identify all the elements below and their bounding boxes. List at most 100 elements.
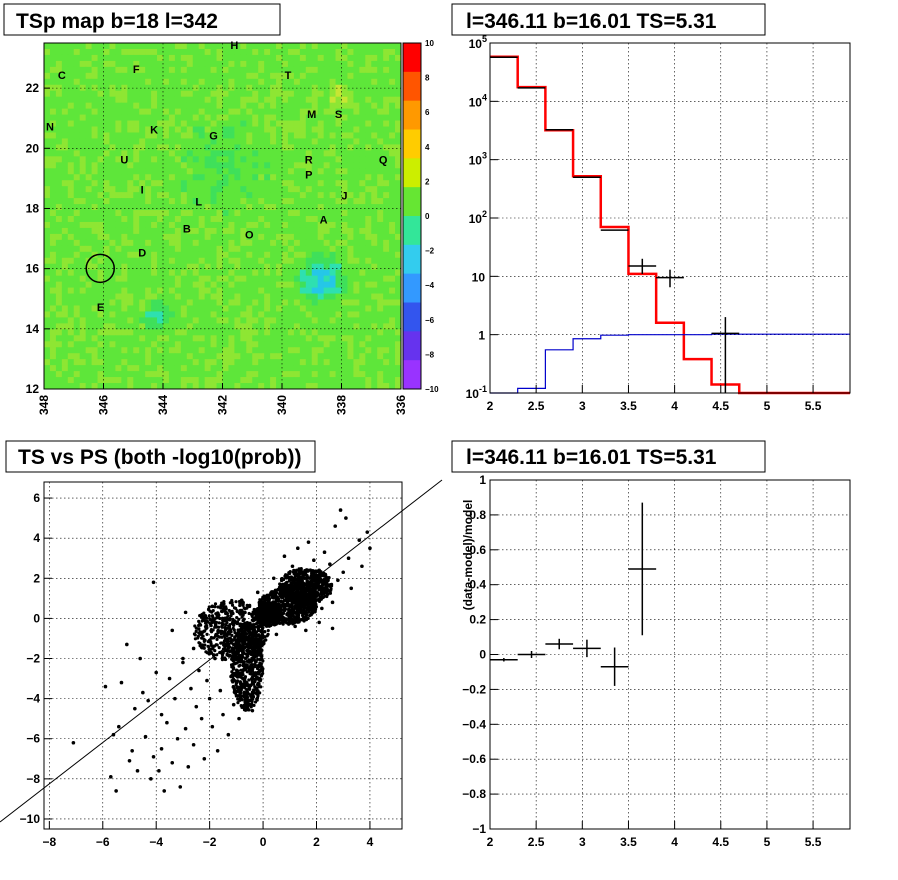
heatmap-cell	[359, 109, 365, 115]
heatmap-cell	[336, 127, 342, 133]
heatmap-cell	[276, 252, 282, 258]
heatmap-cell	[318, 329, 324, 335]
heatmap-cell	[50, 228, 56, 234]
heatmap-cell	[80, 91, 86, 97]
heatmap-cell	[395, 288, 401, 294]
heatmap-cell	[342, 132, 348, 138]
heatmap-cell	[145, 383, 151, 389]
heatmap-cell	[211, 61, 217, 67]
heatmap-cell	[318, 365, 324, 371]
heatmap-cell	[306, 347, 312, 353]
heatmap-cell	[300, 49, 306, 55]
scatter-point	[246, 655, 249, 658]
heatmap-cell	[228, 97, 234, 103]
heatmap-cell	[223, 61, 229, 67]
heatmap-cell	[104, 300, 110, 306]
heatmap-cell	[44, 317, 50, 323]
heatmap-cell	[365, 317, 371, 323]
heatmap-cell	[246, 377, 252, 383]
heatmap-cell	[139, 288, 145, 294]
scatter-point	[256, 693, 259, 696]
heatmap-cell	[199, 144, 205, 150]
heatmap-cell	[371, 121, 377, 127]
heatmap-cell	[312, 43, 318, 49]
heatmap-cell	[276, 186, 282, 192]
heatmap-cell	[127, 252, 133, 258]
heatmap-cell	[175, 67, 181, 73]
heatmap-cell	[383, 97, 389, 103]
colorbar-segment	[403, 360, 421, 389]
heatmap-cell	[127, 79, 133, 85]
heatmap-cell	[252, 246, 258, 252]
heatmap-cell	[389, 103, 395, 109]
heatmap-cell	[383, 168, 389, 174]
heatmap-cell	[133, 240, 139, 246]
heatmap-cell	[223, 240, 229, 246]
heatmap-cell	[294, 252, 300, 258]
heatmap-cell	[264, 353, 270, 359]
heatmap-cell	[217, 383, 223, 389]
heatmap-cell	[169, 335, 175, 341]
heatmap-cell	[121, 335, 127, 341]
heatmap-cell	[98, 121, 104, 127]
source-label: E	[97, 302, 104, 314]
heatmap-cell	[264, 222, 270, 228]
heatmap-cell	[395, 121, 401, 127]
heatmap-cell	[98, 109, 104, 115]
heatmap-cell	[347, 150, 353, 156]
heatmap-cell	[92, 132, 98, 138]
heatmap-cell	[383, 288, 389, 294]
heatmap-cell	[44, 49, 50, 55]
heatmap-cell	[115, 198, 121, 204]
heatmap-cell	[383, 43, 389, 49]
heatmap-cell	[80, 55, 86, 61]
heatmap-cell	[228, 103, 234, 109]
heatmap-cell	[324, 144, 330, 150]
heatmap-cell	[342, 300, 348, 306]
scatter-point	[246, 698, 249, 701]
heatmap-cell	[133, 204, 139, 210]
heatmap-cell	[121, 317, 127, 323]
heatmap-cell	[252, 115, 258, 121]
heatmap-cell	[211, 258, 217, 264]
heatmap-cell	[145, 264, 151, 270]
heatmap-cell	[115, 305, 121, 311]
heatmap-cell	[151, 67, 157, 73]
scatter-point	[235, 616, 238, 619]
heatmap-cell	[109, 222, 115, 228]
heatmap-cell	[228, 234, 234, 240]
heatmap-cell	[312, 383, 318, 389]
heatmap-cell	[92, 317, 98, 323]
heatmap-cell	[109, 162, 115, 168]
heatmap-cell	[228, 252, 234, 258]
heatmap-cell	[318, 198, 324, 204]
heatmap-cell	[157, 79, 163, 85]
heatmap-cell	[383, 138, 389, 144]
heatmap-cell	[288, 341, 294, 347]
heatmap-cell	[217, 359, 223, 365]
heatmap-cell	[312, 132, 318, 138]
heatmap-cell	[169, 353, 175, 359]
heatmap-cell	[377, 79, 383, 85]
heatmap-cell	[264, 377, 270, 383]
heatmap-cell	[342, 168, 348, 174]
heatmap-cell	[276, 294, 282, 300]
heatmap-cell	[359, 264, 365, 270]
heatmap-cell	[115, 79, 121, 85]
heatmap-cell	[145, 198, 151, 204]
heatmap-cell	[389, 55, 395, 61]
heatmap-cell	[330, 282, 336, 288]
heatmap-cell	[169, 305, 175, 311]
heatmap-cell	[104, 73, 110, 79]
heatmap-cell	[330, 329, 336, 335]
heatmap-cell	[115, 204, 121, 210]
heatmap-cell	[74, 305, 80, 311]
heatmap-cell	[50, 162, 56, 168]
heatmap-cell	[151, 228, 157, 234]
heatmap-cell	[318, 79, 324, 85]
heatmap-cell	[240, 198, 246, 204]
heatmap-cell	[139, 282, 145, 288]
heatmap-cell	[193, 329, 199, 335]
heatmap-cell	[223, 127, 229, 133]
heatmap-cell	[377, 228, 383, 234]
